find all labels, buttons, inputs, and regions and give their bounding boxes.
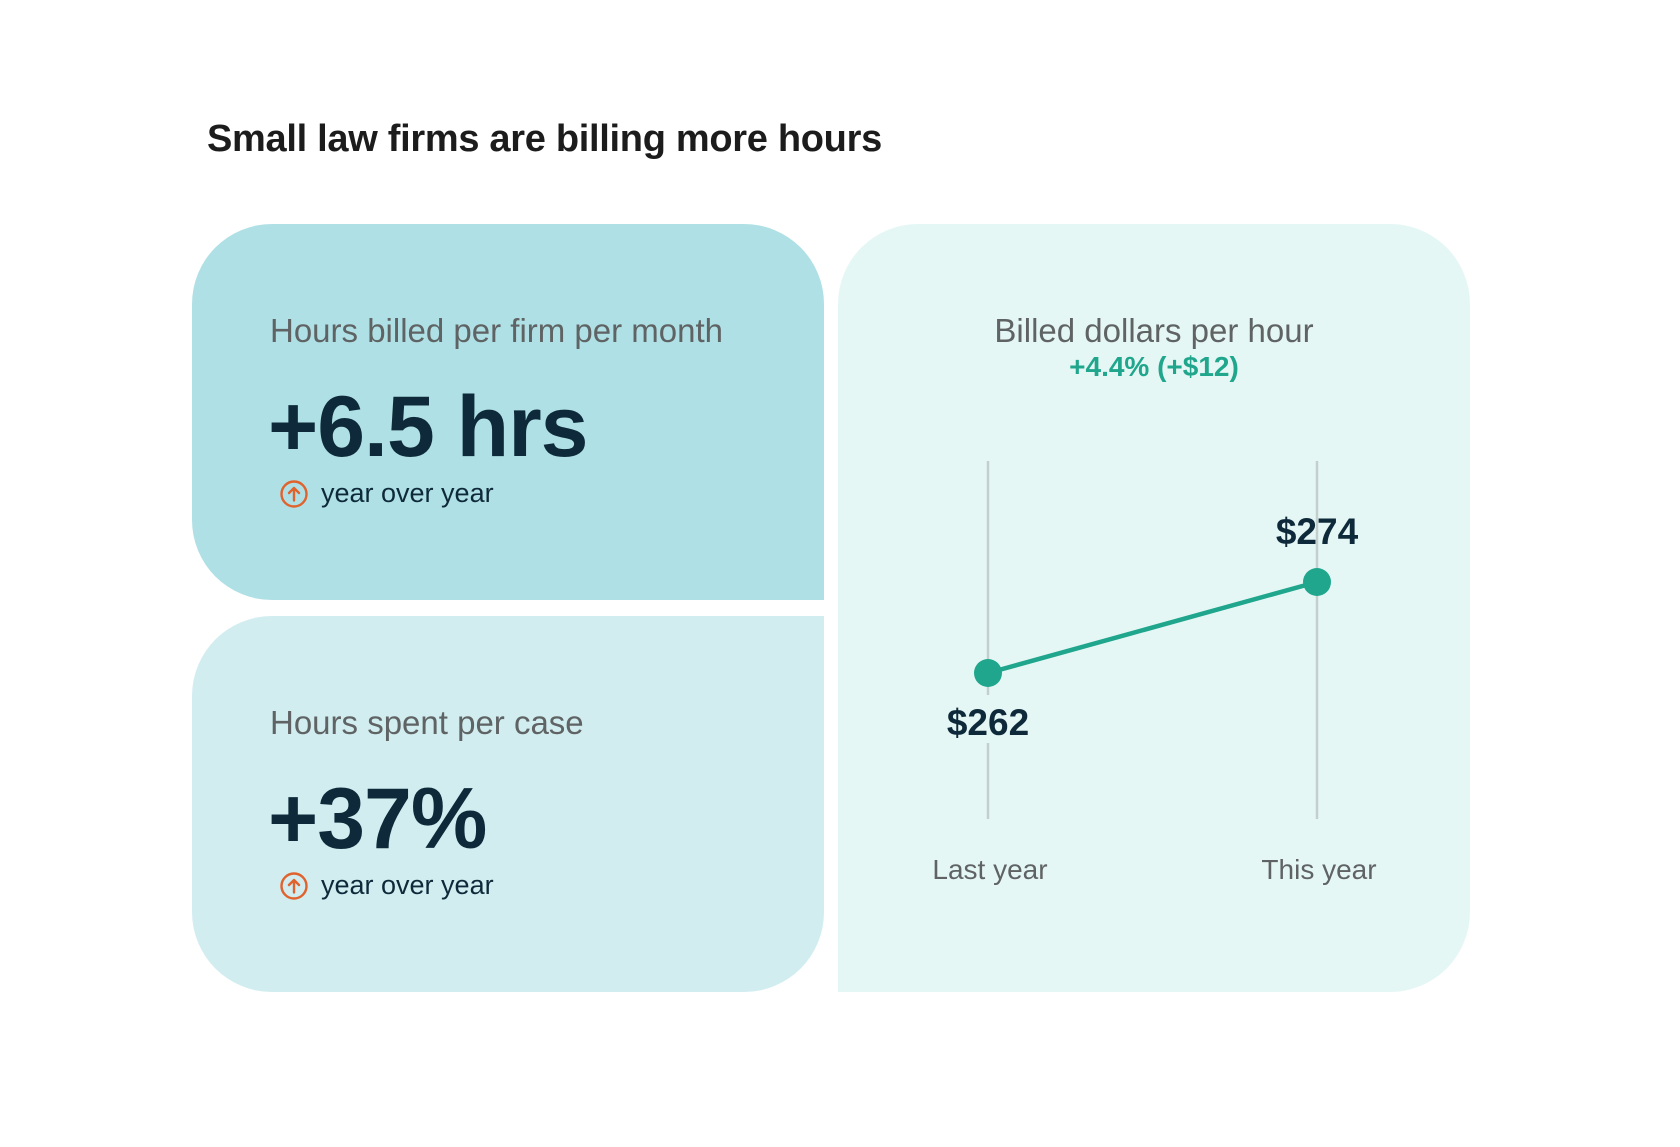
data-label-bg-0: [936, 695, 1040, 743]
data-label-0: $262: [947, 702, 1029, 743]
hours-per-case-value: +37%: [268, 771, 487, 867]
chart-title: Billed dollars per hour: [994, 312, 1314, 349]
hours-per-case-card: Hours spent per case +37% year over year: [192, 616, 824, 992]
billed-dollars-chart-card: Billed dollars per hour +4.4% (+$12) $26…: [838, 224, 1470, 992]
hours-per-case-label: Hours spent per case: [270, 704, 584, 741]
data-label-1: $274: [1276, 511, 1359, 552]
hours-per-month-label: Hours billed per firm per month: [270, 312, 724, 349]
arrow-up-circle-icon: [279, 479, 309, 509]
x-tick-label-1: This year: [1261, 854, 1376, 885]
hours-per-month-value: +6.5 hrs: [268, 379, 588, 475]
hours-per-month-change: year over year: [279, 478, 494, 509]
hours-per-month-card: Hours billed per firm per month +6.5 hrs…: [192, 224, 824, 600]
x-tick-label-0: Last year: [932, 854, 1047, 885]
billed-dollars-chart: $262 $274 Last year This year: [932, 461, 1377, 885]
page-title: Small law firms are billing more hours: [207, 118, 882, 160]
data-point-0: [974, 659, 1002, 687]
data-point-1: [1303, 568, 1331, 596]
arrow-up-circle-icon: [279, 871, 309, 901]
series-line: [985, 579, 1320, 676]
hours-per-case-change: year over year: [279, 870, 494, 901]
hours-per-month-sub: year over year: [321, 478, 494, 508]
hours-per-case-sub: year over year: [321, 870, 494, 900]
chart-subtitle: +4.4% (+$12): [1069, 351, 1239, 382]
